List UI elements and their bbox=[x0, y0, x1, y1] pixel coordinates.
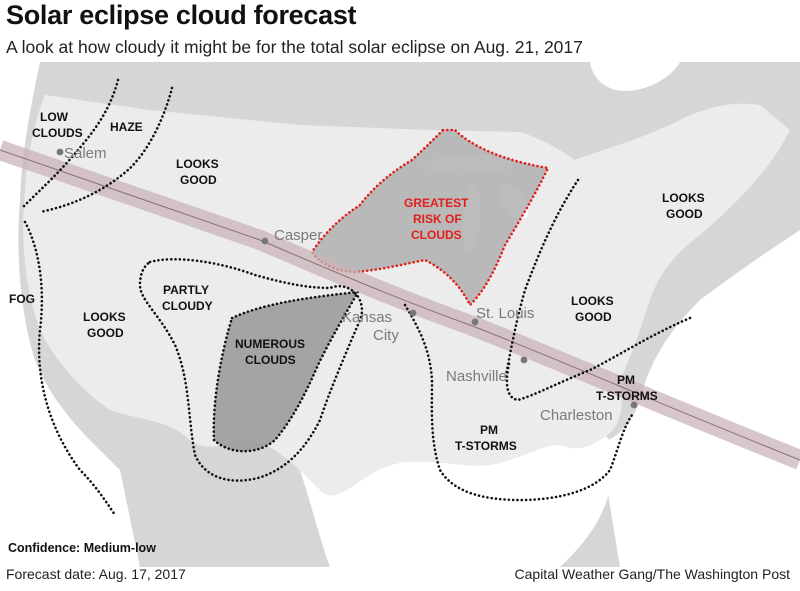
zone-label-partly-cloudy-1: PARTLY bbox=[163, 283, 209, 297]
boundary-t-storms-se bbox=[505, 316, 692, 402]
zone-label-looks-good-west-1: LOOKS bbox=[83, 310, 126, 324]
salem-marker bbox=[56, 148, 64, 156]
kansas-city-marker bbox=[409, 309, 417, 317]
boundary-fog bbox=[23, 220, 117, 517]
eclipse-centerline bbox=[0, 149, 800, 461]
zone-label-haze: HAZE bbox=[110, 120, 143, 134]
zone-label-looks-good-nw-1: LOOKS bbox=[176, 157, 219, 171]
zone-label-numerous-clouds-1: NUMEROUS bbox=[235, 337, 305, 351]
city-label-charleston: Charleston bbox=[540, 407, 613, 424]
city-label-city: City bbox=[373, 327, 399, 344]
city-label-st-louis: St. Louis bbox=[476, 305, 534, 322]
zone-label-numerous-clouds-2: CLOUDS bbox=[245, 353, 296, 367]
zone-label-greatest-risk-2: RISK OF bbox=[413, 212, 462, 226]
zone-label-pm-tstorms-south-2: T-STORMS bbox=[455, 439, 517, 453]
zone-label-fog: FOG bbox=[9, 292, 35, 306]
zone-label-low-clouds-1: LOW bbox=[40, 110, 69, 124]
zone-label-low-clouds-2: CLOUDS bbox=[32, 126, 83, 140]
zone-label-greatest-risk-3: CLOUDS bbox=[411, 228, 462, 242]
confidence-note: Confidence: Medium-low bbox=[8, 541, 156, 555]
city-label-salem: Salem bbox=[64, 145, 107, 162]
city-label-kansas: Kansas bbox=[342, 309, 392, 326]
credit-line: Capital Weather Gang/The Washington Post bbox=[514, 566, 790, 582]
zone-label-pm-tstorms-se-2: T-STORMS bbox=[596, 389, 658, 403]
zone-label-greatest-risk-1: GREATEST bbox=[404, 196, 469, 210]
pacific-ocean bbox=[0, 62, 140, 567]
zone-label-looks-good-east-1: LOOKS bbox=[571, 294, 614, 308]
charleston-marker bbox=[630, 401, 638, 409]
atlantic-ocean bbox=[600, 230, 800, 567]
zone-label-looks-good-west-2: GOOD bbox=[87, 326, 124, 340]
numerous-clouds-zone bbox=[212, 290, 361, 453]
boundary-partly-cloudy bbox=[138, 257, 364, 482]
zone-label-looks-good-ne-2: GOOD bbox=[666, 207, 703, 221]
zone-label-looks-good-nw-2: GOOD bbox=[180, 173, 217, 187]
nashville-marker bbox=[520, 356, 528, 364]
zone-label-partly-cloudy-2: CLOUDY bbox=[162, 299, 213, 313]
zone-label-looks-good-east-2: GOOD bbox=[575, 310, 612, 324]
boundary-looks-good-east bbox=[503, 178, 580, 382]
casper-marker bbox=[261, 237, 269, 245]
boundary-low-clouds bbox=[20, 78, 120, 210]
city-label-nashville: Nashville bbox=[446, 368, 507, 385]
zone-label-looks-good-ne-1: LOOKS bbox=[662, 191, 705, 205]
map-subtitle: A look at how cloudy it might be for the… bbox=[6, 37, 583, 57]
boundary-haze bbox=[38, 86, 174, 214]
forecast-date: Forecast date: Aug. 17, 2017 bbox=[6, 566, 186, 582]
zone-label-pm-tstorms-se-1: PM bbox=[617, 373, 635, 387]
city-label-casper: Casper bbox=[274, 227, 322, 244]
zone-label-pm-tstorms-south-1: PM bbox=[480, 423, 498, 437]
boundary-t-storms-south bbox=[403, 303, 634, 502]
hudson-bay bbox=[590, 62, 680, 91]
eclipse-forecast-map: Salem Casper Kansas City St. Louis Nashv… bbox=[0, 62, 800, 567]
greatest-risk-zone bbox=[310, 128, 550, 308]
map-title: Solar eclipse cloud forecast bbox=[6, 0, 357, 30]
st-louis-marker bbox=[471, 318, 479, 326]
